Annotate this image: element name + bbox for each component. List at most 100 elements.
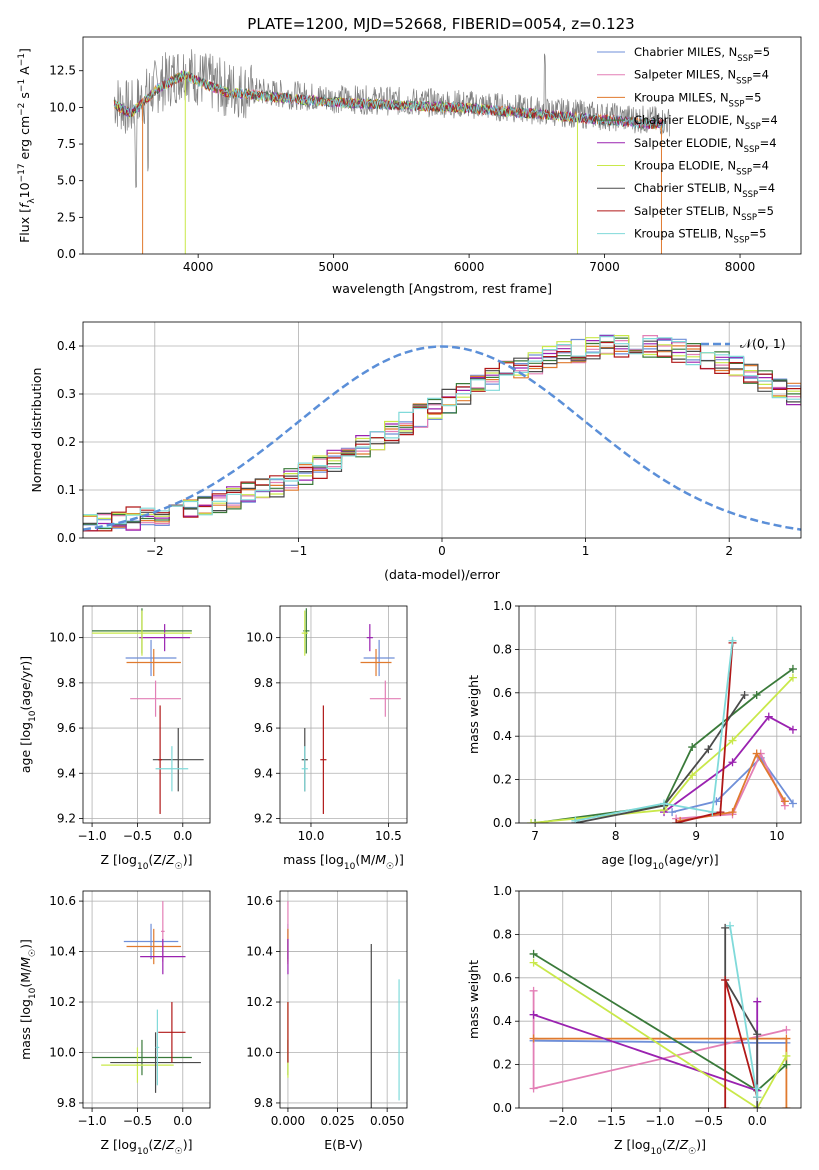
x-tick-label: 0.0 — [173, 829, 192, 843]
x-tick-label: 0.0 — [748, 1114, 767, 1128]
series-marker — [529, 1034, 538, 1043]
x-tick-label: 7 — [531, 829, 539, 843]
legend-entry: Salpeter ELODIE, NSSP=4 — [634, 136, 777, 155]
series-marker — [740, 690, 749, 699]
y-tick-label: 10.4 — [49, 945, 76, 959]
series-marker — [728, 758, 737, 767]
x-tick-label: 10 — [769, 829, 784, 843]
x-axis-label: Z [log10(Z/Z☉)] — [614, 1137, 706, 1157]
y-tick-label: 2.5 — [57, 210, 76, 224]
plot-spectrum: 4000 5000 6000 7000 8000 0.0 2.5 5.0 7.5 10.0 12.5… — [17, 36, 802, 296]
y-axis-label: Flux [fλ10−17 erg cm−2 s−1 A−1] — [17, 48, 37, 243]
legend-entry: Salpeter STELIB, NSSP=5 — [634, 204, 774, 223]
legend-entry: Chabrier ELODIE, NSSP=4 — [634, 113, 778, 132]
x-tick-label: −0.5 — [123, 1114, 152, 1128]
series-marker — [752, 690, 761, 699]
y-tick-label: 9.6 — [57, 721, 76, 735]
series-marker — [753, 1104, 762, 1108]
series-line-6 — [724, 927, 759, 1108]
series-marker — [708, 808, 717, 817]
series-marker — [529, 1010, 538, 1019]
x-axis-label: wavelength [Angstrom, rest frame] — [332, 281, 552, 296]
series-marker — [782, 1025, 791, 1034]
y-tick-label: 0.0 — [493, 816, 512, 830]
plot-mass-vs-Z: −1.0 −0.5 0.0 9.8 10.0 10.2 10.4 10.6 Z [log10(Z… — [18, 890, 211, 1157]
y-axis-label: mass weight — [466, 675, 481, 754]
y-tick-label: 7.5 — [57, 137, 76, 151]
y-tick-label: 9.2 — [254, 811, 273, 825]
y-tick-label: 10.0 — [246, 631, 273, 645]
histogram-8 — [83, 336, 801, 528]
histogram-7 — [83, 341, 801, 532]
x-tick-label: −0.5 — [694, 1114, 723, 1128]
x-axis-label: Z [log10(Z/Z☉)] — [100, 1137, 192, 1157]
series-marker — [529, 1084, 538, 1093]
plot-area — [527, 636, 797, 823]
y-tick-label: 0.8 — [493, 927, 512, 941]
series-marker — [753, 1030, 762, 1039]
y-tick-label: 9.8 — [57, 1096, 76, 1110]
y-tick-label: 10.0 — [49, 631, 76, 645]
normal-curve — [83, 345, 801, 531]
series-line-4 — [663, 715, 794, 813]
x-tick-label: 5000 — [318, 260, 349, 274]
series-marker — [788, 725, 797, 734]
legend-entry: Kroupa ELODIE, NSSP=4 — [634, 159, 769, 178]
x-tick-label: 9 — [692, 829, 700, 843]
y-tick-label: 0.6 — [493, 686, 512, 700]
axes-frame — [82, 321, 802, 539]
series-marker — [752, 749, 761, 758]
series-marker — [527, 819, 536, 823]
series-line-5 — [531, 676, 794, 823]
plot-residuals: −2 −1 0 1 2 0.0 0.1 0.2 0.3 0.4 (data-model)/error… — [29, 321, 802, 582]
x-tick-label: −1.0 — [645, 1114, 674, 1128]
x-tick-label: −0.5 — [123, 829, 152, 843]
y-tick-label: 1.0 — [493, 884, 512, 898]
y-tick-label: 0.0 — [493, 1101, 512, 1115]
x-tick-label: 10.5 — [375, 829, 402, 843]
plot-area — [113, 49, 670, 254]
y-tick-label: 9.6 — [254, 721, 273, 735]
x-tick-label: 7000 — [589, 260, 620, 274]
spectrum-model-8 — [113, 70, 666, 131]
y-tick-label: 9.4 — [254, 766, 273, 780]
series-marker — [721, 1104, 730, 1108]
x-tick-label: −2.0 — [548, 1114, 577, 1128]
y-tick-label: 0.1 — [57, 483, 76, 497]
axes-frame — [279, 890, 408, 1109]
plot-massweight-vs-Z: −2.0 −1.5 −1.0 −0.5 0.0 0.0 0.2 0.4 0.6 0.8 1.0 Z [… — [466, 884, 802, 1157]
plot-area — [529, 921, 791, 1108]
plot-area — [287, 901, 400, 1108]
x-tick-label: 0.050 — [370, 1114, 404, 1128]
series-marker — [672, 819, 681, 823]
y-tick-label: 1.0 — [493, 599, 512, 613]
axes-frame — [518, 890, 802, 1109]
y-tick-label: 9.8 — [57, 676, 76, 690]
y-tick-label: 0.4 — [493, 1014, 512, 1028]
y-tick-label: 9.2 — [57, 811, 76, 825]
y-tick-label: 0.2 — [493, 1058, 512, 1072]
plot-age-vs-mass: 10.0 10.5 9.2 9.4 9.6 9.8 10.0 mass [log10(M/M☉… — [246, 605, 408, 872]
y-tick-label: 9.8 — [254, 676, 273, 690]
axes-frame — [279, 605, 408, 824]
series-marker — [782, 1034, 791, 1043]
series-marker — [721, 923, 730, 932]
series-marker — [660, 799, 669, 808]
x-tick-label: 0.0 — [173, 1114, 192, 1128]
legend-entry: Kroupa STELIB, NSSP=5 — [634, 227, 766, 246]
y-tick-label: 10.2 — [49, 995, 76, 1009]
series-line-0 — [671, 756, 794, 813]
series-marker — [782, 1060, 791, 1069]
plot-age-vs-Z: −1.0 −0.5 0.0 9.2 9.4 9.6 9.8 10.0 Z [log10(Z/Z☉… — [18, 605, 211, 872]
series-marker — [764, 712, 773, 721]
series-line-7 — [675, 642, 734, 823]
series-marker — [753, 1084, 762, 1093]
y-axis-label: Normed distribution — [29, 368, 44, 493]
y-tick-label: 9.8 — [254, 1096, 273, 1110]
y-tick-label: 10.6 — [49, 894, 76, 908]
x-axis-label: (data-model)/error — [384, 567, 501, 582]
y-tick-label: 10.2 — [246, 995, 273, 1009]
y-tick-label: 10.0 — [246, 1045, 273, 1059]
x-tick-label: 8 — [612, 829, 620, 843]
